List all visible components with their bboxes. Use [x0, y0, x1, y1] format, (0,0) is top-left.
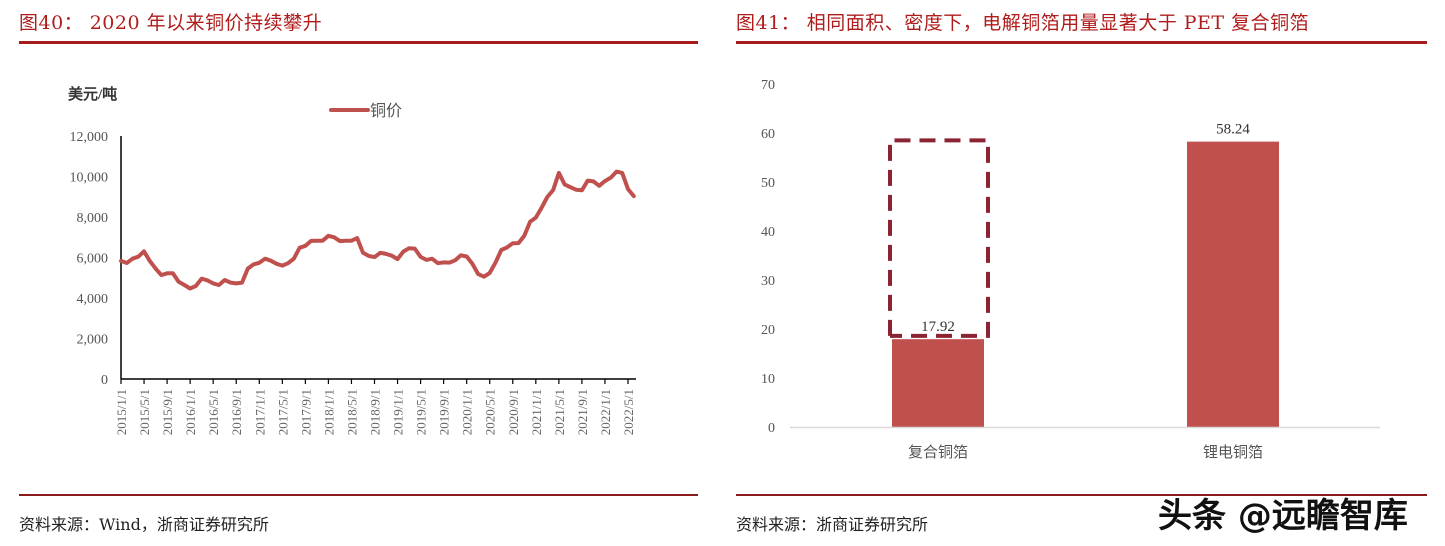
- x-tick-label: 2017/5/1: [275, 389, 290, 435]
- x-tick-label: 2020/5/1: [483, 389, 498, 435]
- x-tick-label: 2020/1/1: [460, 389, 475, 435]
- legend-label: 铜价: [370, 102, 402, 120]
- x-tick-label: 2018/1/1: [321, 389, 336, 435]
- x-tick-label: 2021/5/1: [552, 389, 567, 435]
- y-tick-label: 0: [101, 373, 108, 388]
- dashed-reference-box: [888, 138, 990, 338]
- bar-lithium-copper-foil: [1187, 141, 1279, 427]
- y-tick-label: 6,000: [77, 252, 109, 267]
- figure-41-source-rule: [736, 494, 1427, 496]
- figure-41-title-rule: [736, 41, 1427, 44]
- x-tick-label: 2016/5/1: [206, 389, 221, 435]
- figure-41-source: 资料来源：浙商证券研究所: [736, 515, 929, 534]
- figure-40-title: 图40： 2020 年以来铜价持续攀升: [19, 12, 323, 34]
- y-tick-label: 50: [761, 176, 775, 191]
- y-tick-label: 4,000: [77, 292, 109, 307]
- y-tick-label: 30: [761, 274, 775, 289]
- x-tick-label: 2021/1/1: [529, 389, 544, 435]
- x-tick-label: 2015/9/1: [160, 389, 175, 435]
- x-category-label: 锂电铜箔: [1203, 444, 1263, 461]
- x-tick-label: 2015/1/1: [114, 389, 129, 435]
- y-tick-label: 12,000: [70, 130, 109, 145]
- x-tick-label: 2019/5/1: [414, 389, 429, 435]
- figure-40-source-rule: [19, 494, 698, 496]
- copper-price-series-line: [119, 169, 636, 291]
- copper-foil-usage-bar-chart: 0 10 20 30 40 50 60 70 17.92 复合铜箔 58.24 锂电铜箔: [761, 78, 1380, 461]
- y-tick-label: 70: [761, 78, 775, 93]
- y-tick-label: 40: [761, 225, 775, 240]
- bar-data-label: 58.24: [1216, 122, 1250, 138]
- watermark: 头条 @远瞻智库: [1158, 496, 1408, 536]
- x-tick-label: 2016/9/1: [229, 389, 244, 435]
- x-tick-label: 2018/5/1: [344, 389, 359, 435]
- y-axis-unit-label: 美元/吨: [68, 85, 117, 103]
- y-tick-label: 10: [761, 372, 775, 387]
- x-tick-label: 2019/9/1: [437, 389, 452, 435]
- bar-data-label: 17.92: [921, 319, 955, 335]
- figure-40-source: 资料来源：Wind，浙商证券研究所: [19, 515, 269, 534]
- y-tick-label: 60: [761, 127, 775, 142]
- bar-composite-copper-foil: [892, 339, 984, 427]
- x-tick-label: 2015/5/1: [137, 389, 152, 435]
- x-category-label: 复合铜箔: [908, 443, 968, 461]
- x-tick-label: 2018/9/1: [368, 389, 383, 435]
- y-tick-label: 0: [768, 421, 775, 436]
- y-tick-label: 20: [761, 323, 775, 338]
- x-tick-label: 2020/9/1: [506, 389, 521, 435]
- figure-40-title-rule: [19, 41, 698, 44]
- y-tick-label: 10,000: [70, 171, 109, 186]
- x-tick-label: 2017/1/1: [252, 389, 267, 435]
- x-tick-label: 2019/1/1: [391, 389, 406, 435]
- figure-41-title: 图41： 相同面积、密度下，电解铜箔用量显著大于 PET 复合铜箔: [736, 12, 1310, 34]
- y-tick-label: 2,000: [77, 333, 109, 348]
- x-tick-label: 2016/1/1: [183, 389, 198, 435]
- y-tick-label: 8,000: [77, 211, 109, 226]
- x-tick-label: 2022/5/1: [621, 389, 636, 435]
- x-tick-label: 2022/1/1: [598, 389, 613, 435]
- x-tick-label: 2021/9/1: [575, 389, 590, 435]
- x-tick-label: 2017/9/1: [298, 389, 313, 435]
- copper-price-line-chart: 美元/吨铜价 0 2,000 4,000 6,000 8,000 10,000 12,000 2…: [68, 85, 636, 435]
